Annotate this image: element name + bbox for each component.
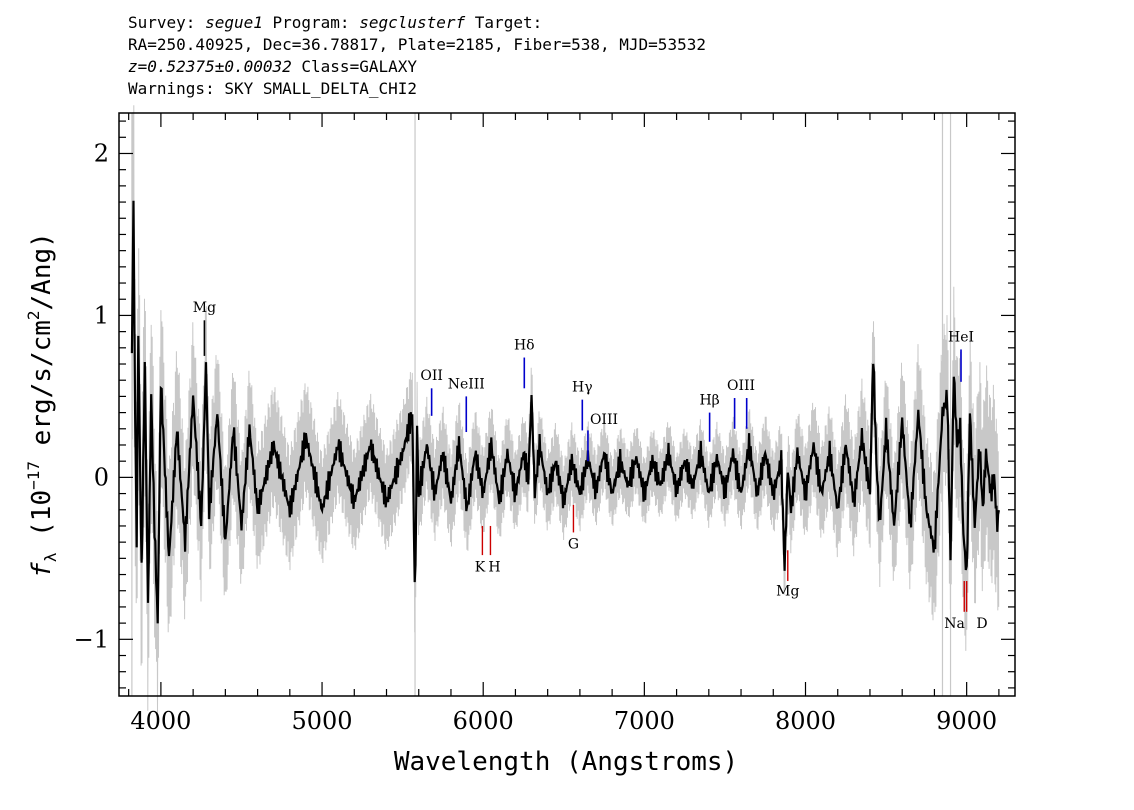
absorption-line-label: Mg [776,584,799,600]
y-tick-label: −1 [74,625,109,653]
emission-line-label: Hβ [699,393,719,409]
header-line-redshift: z=0.52375±0.00032 Class=GALAXY [128,56,706,78]
spectrum-header: Survey: segue1 Program: segclusterf Targ… [128,12,706,100]
y-tick-label: 1 [94,301,109,329]
program-value: segclusterf [359,13,466,32]
header-line-coords: RA=250.40925, Dec=36.78817, Plate=2185, … [128,35,706,54]
emission-line-label: OIII [727,378,755,394]
x-tick-label: 9000 [936,707,997,735]
absorption-line-label: G [568,537,579,553]
redshift-value: z=0.52375±0.00032 [128,57,292,76]
emission-line-label: OII [420,368,443,384]
x-tick-label: 4000 [130,707,191,735]
survey-label: Survey: [128,13,206,32]
y-tick-label: 0 [94,463,109,491]
y-axis-title-mid: (10 [27,490,57,553]
header-line-warnings: Warnings: SKY SMALL_DELTA_CHI2 [128,79,417,98]
error-band-layer [131,105,1000,718]
class-value: Class=GALAXY [291,57,417,76]
y-axis-title-exp2: 2 [24,310,43,320]
y-tick-label: 2 [94,139,109,167]
x-axis-title: Wavelength (Angstroms) [394,747,738,777]
x-tick-label: 6000 [453,707,514,735]
y-axis-title-mid2: erg/s/cm [27,320,57,461]
y-axis-title: fλ (10−17 erg/s/cm2/Ang) [24,232,60,578]
error-band [131,105,1000,718]
emission-line-label: OIII [590,412,618,428]
flux-line [130,200,1000,624]
x-tick-label: 8000 [775,707,836,735]
y-axis-title-suffix: /Ang) [27,232,57,310]
y-axis-title-sub: λ [41,552,60,562]
absorption-line-label: Na [944,616,965,632]
flux-layer [130,200,1000,624]
axes-layer: 4000 5000 6000 7000 8000 9000 −1 0 1 2 [74,112,1016,735]
header-line-survey: Survey: segue1 Program: segclusterf Targ… [128,12,706,34]
emission-line-label: Hδ [514,337,535,353]
emission-line-label: Mg [193,300,216,316]
absorption-line-label: H [488,559,500,575]
y-axis-title-prefix: f [27,562,57,578]
plot-frame [118,112,1016,697]
absorption-line-label: D [976,616,987,632]
survey-value: segue1 [205,13,263,32]
emission-line-label: HeI [948,329,974,345]
program-label: Program: [262,13,360,32]
target-label: Target: [465,13,543,32]
emission-line-label: NeIII [448,376,485,392]
x-tick-label: 5000 [292,707,353,735]
x-tick-label: 7000 [614,707,675,735]
absorption-line-label: K [475,559,486,575]
line-markers-layer: Mg OII NeIII Hδ Hγ OIII Hβ OIII HeI K H G Mg Na D [193,300,988,632]
y-axis-title-exp: −17 [24,461,43,490]
emission-line-label: Hγ [572,380,593,396]
sky-lines-layer [131,113,952,696]
